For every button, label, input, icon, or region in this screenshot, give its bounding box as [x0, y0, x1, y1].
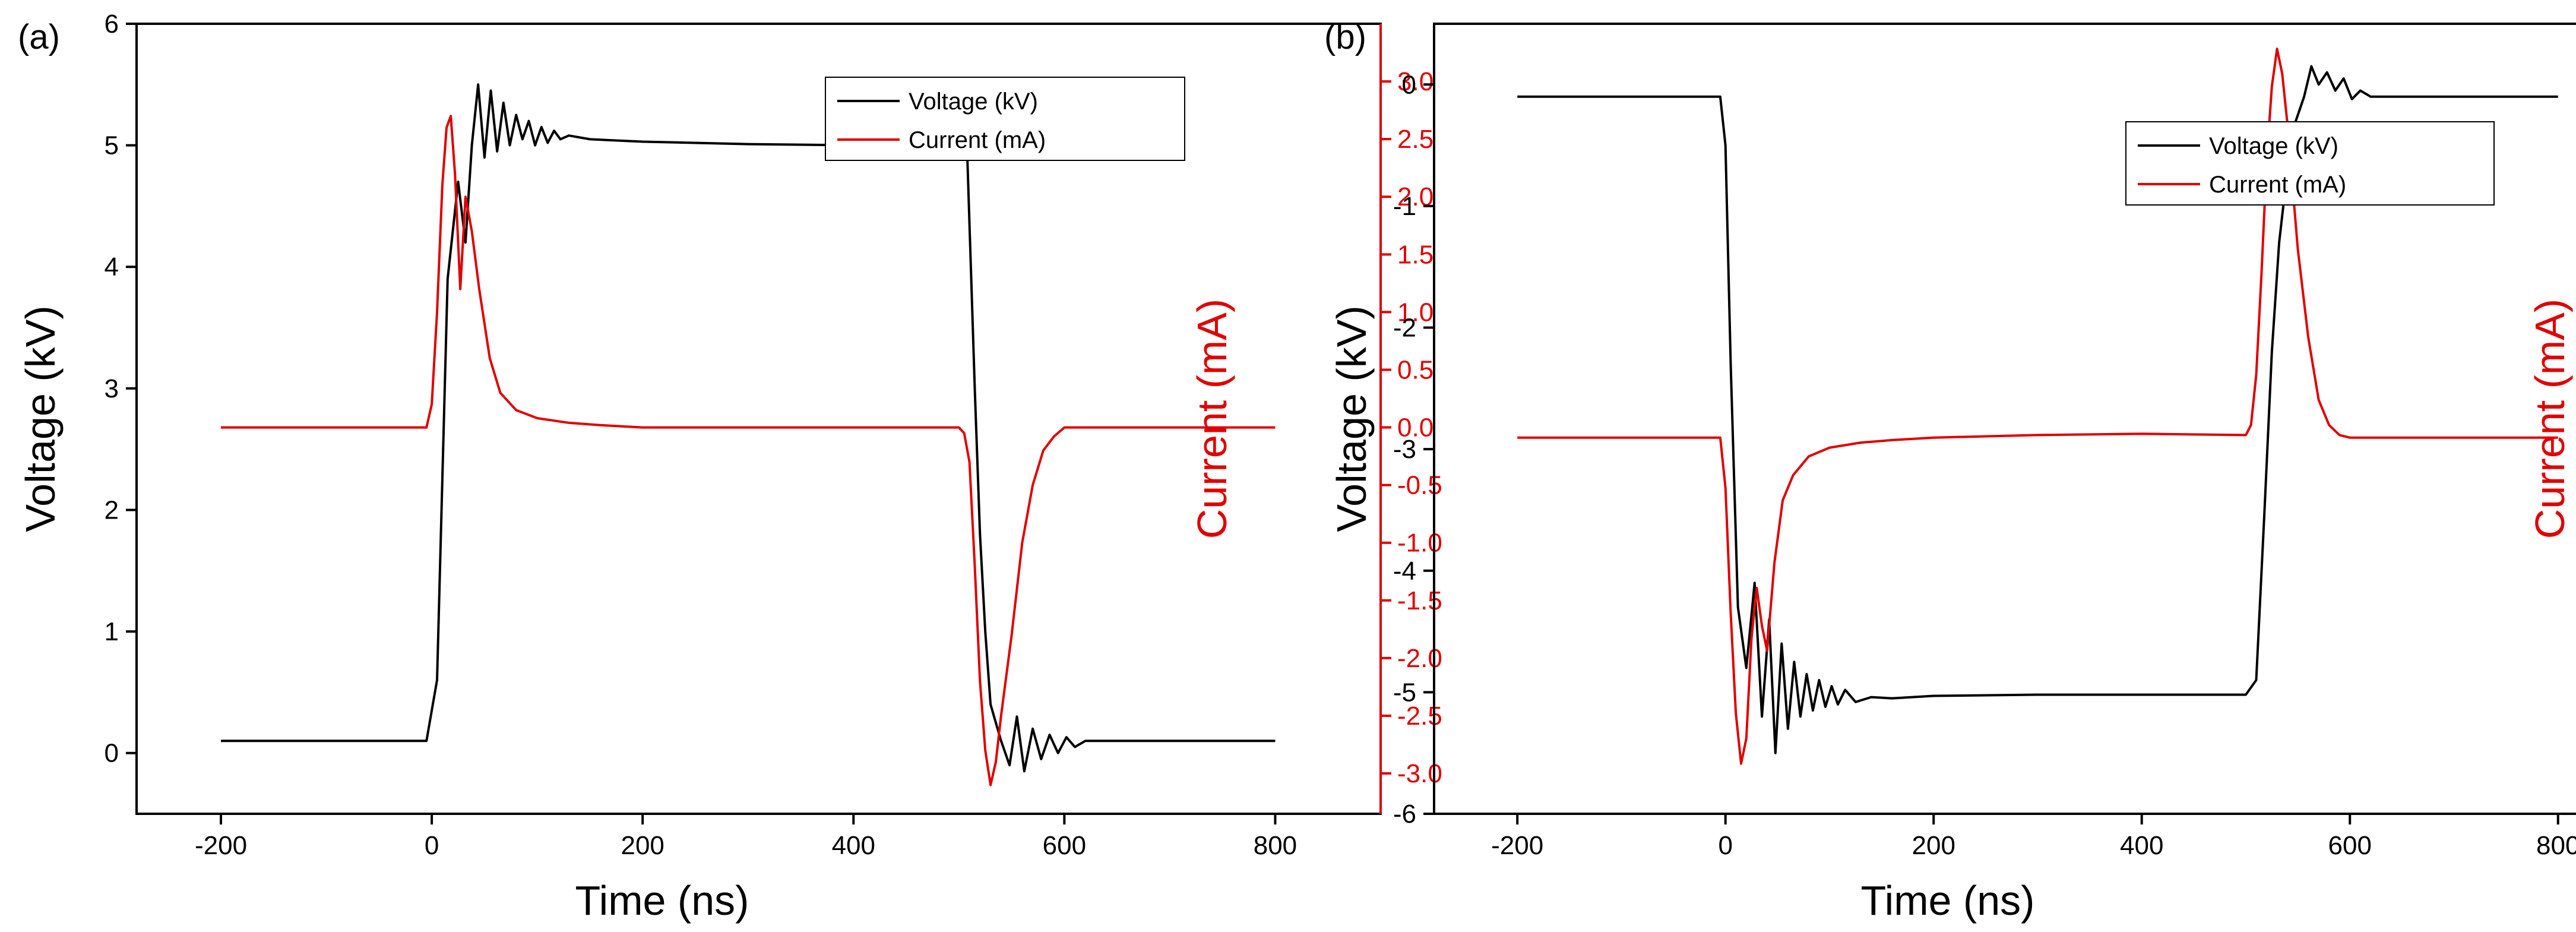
- x-tick-label: 0: [1718, 831, 1732, 860]
- y-right-axis-title: Current (mA): [2527, 299, 2573, 539]
- x-tick-label: 800: [2536, 831, 2576, 860]
- voltage-series-line: [221, 83, 1276, 773]
- x-axis-title: Time (ns): [1861, 877, 2035, 924]
- y-left-tick-label: 1: [105, 617, 119, 646]
- x-tick-label: 0: [425, 831, 439, 860]
- legend-box: [2125, 121, 2495, 206]
- y-left-tick-label: -5: [1393, 678, 1416, 707]
- legend-current-label: Current (mA): [2209, 172, 2346, 198]
- plot-frame: [1433, 23, 2576, 815]
- y-left-axis-title: Voltage (kV): [1328, 305, 1375, 532]
- y-right-tick-label: -3.0: [1397, 759, 1442, 788]
- current-series-line: [1517, 48, 2558, 765]
- y-right-tick-label: -1.0: [1397, 529, 1442, 558]
- y-left-tick-label: 3: [105, 374, 119, 403]
- y-left-tick-label: -4: [1393, 557, 1416, 586]
- y-left-tick-label: 0: [1402, 70, 1416, 99]
- y-right-tick-label: 1.0: [1397, 298, 1433, 327]
- ticks-layer: -2000200400600800-6-5-4-3-2-10-3.0-2.5-2…: [1393, 70, 2576, 860]
- x-tick-label: 600: [1043, 831, 1086, 860]
- y-left-tick-label: 5: [105, 131, 119, 160]
- x-tick-label: 200: [1912, 831, 1955, 860]
- y-left-tick-label: -1: [1393, 192, 1416, 221]
- y-right-tick-label: 1.5: [1397, 240, 1433, 269]
- x-axis-title: Time (ns): [575, 877, 749, 924]
- chart-panel-b: (b) -200 0 200 400 600 800 -6 -5 -4 -3 -2 -1 0 -3.0 -2…: [1324, 18, 2576, 924]
- y-left-axis-title: Voltage (kV): [17, 305, 64, 532]
- y-right-tick-label: 0.0: [1397, 413, 1433, 443]
- y-left-tick-label: 2: [105, 495, 119, 525]
- legend-voltage-label: Voltage (kV): [909, 89, 1038, 115]
- plot-layer: [1517, 48, 2558, 765]
- y-left-tick-label: 4: [105, 252, 119, 282]
- legend-voltage-label: Voltage (kV): [2209, 133, 2338, 159]
- voltage-series-line: [1517, 65, 2558, 754]
- y-right-tick-label: 3.0: [1397, 67, 1433, 96]
- chart-panel-a: (a) -200 0 200 400 600 8000123456-3.0-2.5-2.0…: [17, 10, 1442, 924]
- x-tick-label: -200: [1491, 831, 1543, 860]
- y-left-tick-label: -2: [1393, 314, 1416, 343]
- y-right-axis-title: Current (mA): [1189, 299, 1235, 539]
- plot-layer: [221, 83, 1276, 786]
- panel-label: (a): [18, 18, 60, 56]
- x-tick-label: 600: [2328, 831, 2372, 860]
- y-left-tick-label: 0: [105, 739, 119, 768]
- x-tick-label: 400: [832, 831, 875, 860]
- y-right-tick-label: -2.0: [1397, 644, 1442, 673]
- legend-current-label: Current (mA): [909, 127, 1046, 153]
- y-left-tick-label: 6: [105, 10, 119, 39]
- y-right-tick-label: -1.5: [1397, 586, 1442, 615]
- y-right-tick-label: 2.5: [1397, 125, 1433, 154]
- panel-label: (b): [1324, 18, 1366, 56]
- legend: Voltage (kV) Current (mA): [2125, 121, 2495, 206]
- ticks-layer: -200 0 200 400 600 8000123456-3.0-2.5-2.0-1.5…: [105, 10, 1442, 860]
- current-series-line: [221, 115, 1276, 786]
- x-tick-label: 200: [621, 831, 664, 860]
- x-tick-label: 400: [2120, 831, 2163, 860]
- x-tick-label: -200: [195, 831, 247, 860]
- y-left-tick-label: -3: [1393, 435, 1416, 464]
- y-right-tick-label: -0.5: [1397, 471, 1442, 500]
- legend: Voltage (kV) Current (mA): [825, 77, 1185, 161]
- y-left-tick-label: -6: [1393, 800, 1416, 829]
- x-tick-label: 800: [1254, 831, 1297, 860]
- y-right-tick-label: 0.5: [1397, 355, 1433, 384]
- legend-box: [825, 77, 1185, 161]
